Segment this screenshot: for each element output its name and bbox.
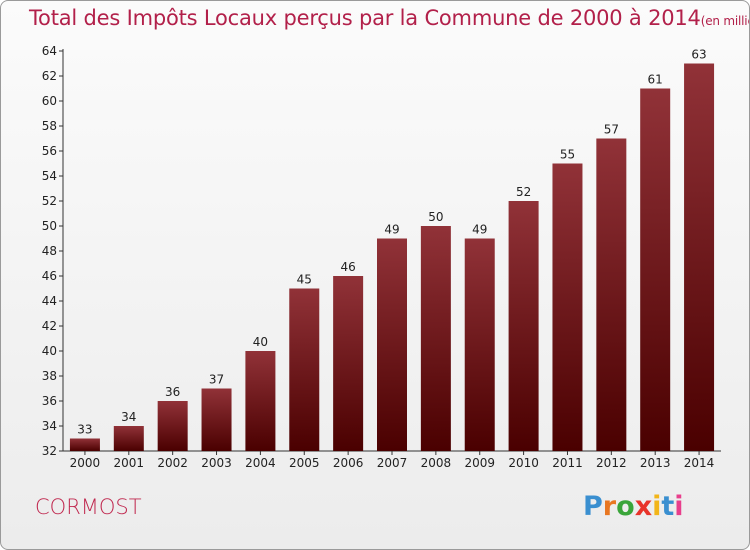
data-label: 40 — [253, 335, 268, 349]
y-tick-label: 48 — [42, 244, 57, 258]
bar — [201, 388, 232, 451]
data-label: 63 — [691, 48, 706, 62]
bar — [464, 238, 495, 451]
y-tick-label: 54 — [42, 169, 57, 183]
x-tick-label: 2005 — [289, 456, 320, 470]
bar — [289, 288, 320, 451]
bar — [69, 438, 100, 451]
y-tick-label: 38 — [42, 369, 57, 383]
logo-letter: r — [602, 491, 617, 522]
logo-letter: i — [674, 491, 684, 522]
y-tick-label: 60 — [42, 94, 57, 108]
chart-title-unit: (en milliers d'€) — [700, 14, 749, 28]
data-label: 55 — [560, 148, 575, 162]
y-tick-label: 46 — [42, 269, 57, 283]
x-tick-label: 2006 — [333, 456, 364, 470]
y-tick-label: 64 — [42, 44, 57, 58]
y-tick-label: 62 — [42, 69, 57, 83]
data-label: 37 — [209, 373, 224, 387]
data-label: 50 — [428, 210, 443, 224]
data-label: 52 — [516, 185, 531, 199]
y-tick-label: 50 — [42, 219, 57, 233]
bar — [157, 401, 188, 451]
data-label: 49 — [384, 223, 399, 237]
x-tick-label: 2001 — [114, 456, 145, 470]
data-label: 46 — [340, 260, 355, 274]
data-label: 49 — [472, 223, 487, 237]
logo-letter: t — [661, 491, 675, 522]
y-tick-label: 36 — [42, 394, 57, 408]
bar — [640, 88, 671, 451]
y-tick-label: 52 — [42, 194, 57, 208]
x-tick-label: 2010 — [508, 456, 539, 470]
logo-letter: i — [652, 491, 662, 522]
y-tick-label: 34 — [42, 419, 57, 433]
y-tick-label: 42 — [42, 319, 57, 333]
x-tick-label: 2009 — [464, 456, 495, 470]
y-tick-label: 40 — [42, 344, 57, 358]
logo-letter: x — [634, 491, 653, 522]
bar — [684, 63, 715, 451]
data-label: 61 — [648, 73, 663, 87]
bar — [508, 201, 539, 451]
bar — [552, 163, 583, 451]
x-tick-label: 2002 — [157, 456, 188, 470]
chart-title: Total des Impôts Locaux perçus par la Co… — [29, 6, 749, 30]
x-tick-label: 2000 — [70, 456, 101, 470]
bar — [377, 238, 407, 451]
bar — [596, 138, 627, 451]
bar — [420, 226, 451, 451]
x-tick-label: 2013 — [640, 456, 671, 470]
data-label: 33 — [77, 423, 92, 437]
logo-letter: o — [616, 491, 635, 522]
x-tick-label: 2004 — [245, 456, 276, 470]
bar — [245, 351, 276, 451]
x-tick-label: 2007 — [377, 456, 408, 470]
x-tick-label: 2003 — [201, 456, 232, 470]
commune-name: CORMOST — [35, 495, 142, 519]
x-tick-label: 2012 — [596, 456, 627, 470]
x-tick-label: 2014 — [684, 456, 715, 470]
bar — [333, 276, 364, 451]
data-label: 45 — [297, 273, 312, 287]
proxiti-logo: Proxiti — [583, 491, 684, 522]
data-label: 57 — [604, 123, 619, 137]
y-tick-label: 44 — [42, 294, 57, 308]
data-label: 36 — [165, 385, 180, 399]
x-tick-label: 2008 — [421, 456, 452, 470]
y-tick-label: 56 — [42, 144, 57, 158]
y-tick-label: 32 — [42, 444, 57, 458]
y-tick-label: 58 — [42, 119, 57, 133]
x-tick-label: 2011 — [552, 456, 583, 470]
bar — [113, 426, 144, 451]
logo-letter: P — [583, 491, 603, 522]
data-label: 34 — [121, 410, 136, 424]
